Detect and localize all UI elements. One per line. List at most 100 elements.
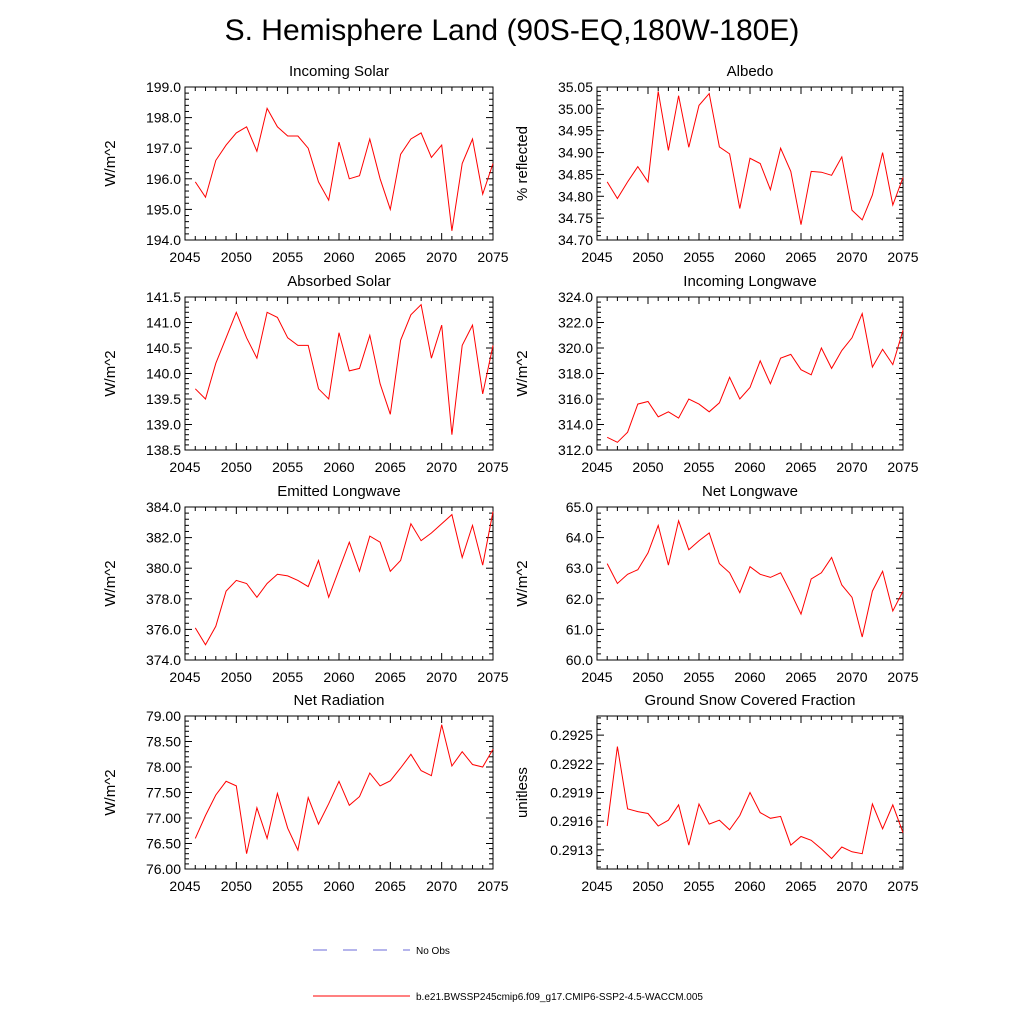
legend: No Obs b.e21.BWSSP245cmip6.f09_g17.CMIP6-… [313,946,703,1003]
x-tick-label: 2070 [426,669,457,685]
y-tick-label: 197.0 [146,140,181,156]
y-axis-label: W/m^2 [102,140,119,186]
y-tick-label: 322.0 [558,315,593,331]
y-tick-label: 196.0 [146,171,181,187]
panel-title: Net Longwave [702,483,798,500]
y-tick-label: 79.00 [146,708,181,724]
y-tick-label: 320.0 [558,340,593,356]
y-tick-label: 64.0 [566,530,593,546]
y-axis-label: % reflected [514,126,531,201]
x-tick-label: 2045 [169,878,200,894]
x-tick-label: 2060 [734,459,765,475]
panel-title: Incoming Solar [289,63,389,80]
y-tick-label: 34.75 [558,210,593,226]
y-tick-label: 76.00 [146,861,181,877]
y-axis-label: W/m^2 [514,560,531,606]
y-tick-label: 141.5 [146,289,181,305]
x-tick-label: 2045 [581,878,612,894]
y-tick-label: 140.5 [146,340,181,356]
x-tick-label: 2060 [323,878,354,894]
y-tick-label: 316.0 [558,391,593,407]
x-tick-label: 2070 [836,878,867,894]
plot-frame [184,506,494,661]
plot-frame [596,506,904,661]
panel-2: Absorbed Solar W/m^2 2045 2050 2055 2060 2065 2… [102,273,509,475]
x-tick-label: 2045 [581,459,612,475]
y-tick-label: 318.0 [558,366,593,382]
y-tick-label: 140.0 [146,366,181,382]
x-tick-label: 2055 [683,249,714,265]
x-tick-label: 2055 [272,669,303,685]
x-tick-label: 2075 [477,878,508,894]
y-tick-label: 35.05 [558,79,593,95]
series-line [194,303,494,435]
x-tick-label: 2055 [272,878,303,894]
x-tick-label: 2075 [477,459,508,475]
panel-title: Emitted Longwave [277,483,400,500]
x-tick-label: 2045 [169,459,200,475]
x-tick-label: 2075 [887,669,918,685]
y-tick-label: 141.0 [146,315,181,331]
x-tick-label: 2050 [221,249,252,265]
x-tick-label: 2050 [221,669,252,685]
x-tick-label: 2070 [836,249,867,265]
y-tick-label: 61.0 [566,621,593,637]
x-tick-label: 2045 [169,669,200,685]
x-tick-label: 2065 [785,878,816,894]
y-tick-label: 34.70 [558,232,593,248]
panel-7: Ground Snow Covered Fraction unitless 2045… [514,692,919,894]
x-tick-label: 2045 [581,669,612,685]
x-tick-label: 2070 [836,459,867,475]
plot-frame [596,86,904,241]
y-tick-label: 60.0 [566,652,593,668]
x-tick-label: 2050 [221,878,252,894]
y-tick-label: 0.2913 [550,842,593,858]
x-tick-label: 2050 [632,669,663,685]
y-tick-label: 139.5 [146,391,181,407]
x-tick-label: 2065 [375,459,406,475]
y-tick-label: 378.0 [146,591,181,607]
x-tick-label: 2060 [323,669,354,685]
y-tick-label: 77.50 [146,785,181,801]
y-tick-label: 0.2916 [550,813,593,829]
x-tick-label: 2075 [477,249,508,265]
y-tick-label: 34.95 [558,123,593,139]
y-tick-label: 63.0 [566,560,593,576]
y-tick-label: 34.90 [558,145,593,161]
y-tick-label: 198.0 [146,110,181,126]
panel-0: Incoming Solar W/m^2 2045 2050 2055 2060 2065 2… [102,63,509,265]
panel-title: Ground Snow Covered Fraction [645,692,856,709]
x-tick-label: 2065 [375,878,406,894]
series-line [606,311,904,443]
y-tick-label: 78.00 [146,759,181,775]
y-tick-label: 194.0 [146,232,181,248]
panel-title: Absorbed Solar [287,273,390,290]
series-line [194,107,494,231]
y-tick-label: 0.2925 [550,727,593,743]
panel-1: Albedo % reflected 2045 2050 2055 2060 2065 207… [514,63,919,265]
y-tick-label: 139.0 [146,417,181,433]
series-line [194,724,494,854]
y-tick-label: 34.80 [558,188,593,204]
x-tick-label: 2060 [734,669,765,685]
y-tick-label: 0.2919 [550,785,593,801]
y-axis-label: W/m^2 [514,350,531,396]
x-tick-label: 2065 [785,249,816,265]
y-tick-label: 78.50 [146,734,181,750]
panel-4: Emitted Longwave W/m^2 2045 2050 2055 2060 206… [102,483,509,685]
y-axis-label: W/m^2 [102,769,119,815]
plot-frame [184,715,494,870]
series-line [606,746,904,860]
panel-title: Net Radiation [294,692,385,709]
y-tick-label: 138.5 [146,442,181,458]
y-tick-label: 314.0 [558,417,593,433]
x-tick-label: 2065 [375,249,406,265]
x-tick-label: 2045 [169,249,200,265]
y-tick-label: 324.0 [558,289,593,305]
y-tick-label: 35.00 [558,101,593,117]
legend-model-label: b.e21.BWSSP245cmip6.f09_g17.CMIP6-SSP2-4… [416,992,703,1003]
y-axis-label: W/m^2 [102,350,119,396]
y-axis-label: unitless [514,767,531,818]
x-tick-label: 2050 [221,459,252,475]
